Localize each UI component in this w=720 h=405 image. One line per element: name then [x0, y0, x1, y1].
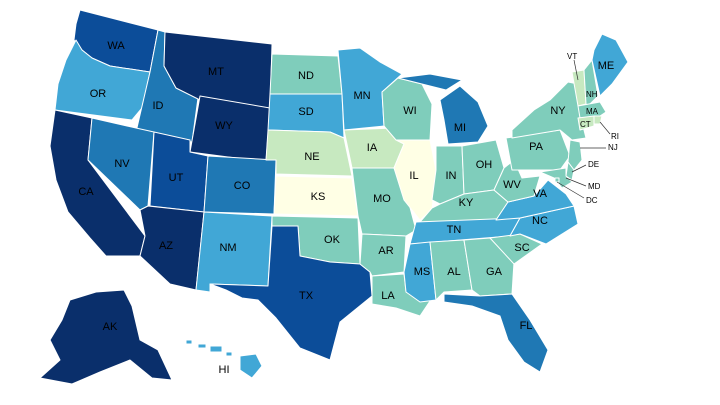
label-OR: OR [90, 88, 107, 100]
label-UT: UT [169, 172, 184, 184]
label-SC: SC [514, 242, 529, 254]
label-WA: WA [107, 40, 125, 52]
label-MT: MT [208, 66, 224, 78]
label-CA: CA [78, 186, 94, 198]
label-ID: ID [153, 100, 164, 112]
state-shapes [39, 9, 629, 385]
label-MS: MS [414, 266, 431, 278]
label-MD: MD [588, 182, 601, 191]
state-FL[interactable] [443, 293, 549, 373]
label-MI: MI [454, 122, 466, 134]
label-IA: IA [367, 142, 378, 154]
label-TX: TX [299, 290, 314, 302]
label-DC: DC [586, 196, 598, 205]
label-DE: DE [588, 160, 599, 169]
label-OK: OK [324, 234, 341, 246]
label-IN: IN [446, 170, 457, 182]
state-AK[interactable] [39, 289, 173, 385]
label-AK: AK [103, 321, 118, 333]
state-IL[interactable] [393, 139, 437, 221]
state-WV[interactable] [493, 159, 541, 203]
state-DC[interactable] [554, 177, 560, 183]
label-AZ: AZ [159, 240, 173, 252]
label-WV: WV [503, 179, 521, 191]
state-HI[interactable] [185, 339, 263, 379]
state-TX[interactable] [209, 225, 373, 361]
state-NJ[interactable] [567, 139, 583, 171]
leader-lines [556, 59, 611, 199]
label-HI: HI [219, 364, 230, 376]
label-ND: ND [298, 70, 314, 82]
label-NE: NE [304, 151, 319, 163]
label-MO: MO [373, 193, 391, 205]
label-WY: WY [215, 120, 233, 132]
leader-line-vt [573, 59, 579, 81]
label-GA: GA [486, 266, 503, 278]
label-VT: VT [567, 52, 577, 61]
label-NV: NV [114, 158, 130, 170]
label-NC: NC [532, 215, 548, 227]
leader-line-de [571, 164, 587, 173]
label-PA: PA [529, 141, 544, 153]
label-NM: NM [219, 242, 236, 254]
label-RI: RI [611, 132, 619, 141]
label-TN: TN [447, 224, 462, 236]
state-CT[interactable] [577, 115, 595, 131]
label-SD: SD [298, 106, 313, 118]
state-ME[interactable] [591, 33, 629, 97]
state-AL[interactable] [429, 239, 473, 301]
label-WI: WI [403, 105, 416, 117]
label-KY: KY [459, 197, 474, 209]
state-DE[interactable] [565, 161, 575, 181]
label-MN: MN [353, 90, 370, 102]
label-IL: IL [409, 170, 418, 182]
leader-line-dc [556, 181, 585, 199]
state-MA[interactable] [577, 101, 607, 119]
label-NH: NH [586, 90, 598, 99]
state-labels: WA OR CA ID NV MT WY UT AZ CO NM ND SD N… [78, 40, 619, 376]
label-OH: OH [476, 159, 493, 171]
label-VA: VA [533, 188, 548, 200]
label-AR: AR [378, 245, 393, 257]
label-MA: MA [586, 107, 599, 116]
label-NY: NY [550, 105, 566, 117]
label-AL: AL [447, 266, 460, 278]
label-CO: CO [234, 180, 251, 192]
label-LA: LA [381, 290, 395, 302]
leader-line-ri [599, 121, 611, 135]
label-FL: FL [520, 320, 533, 332]
label-CT: CT [580, 120, 591, 129]
label-KS: KS [311, 191, 326, 203]
state-NE[interactable] [265, 129, 353, 177]
label-NJ: NJ [608, 143, 618, 152]
state-MI[interactable] [397, 73, 489, 145]
label-ME: ME [598, 60, 615, 72]
state-NH[interactable] [583, 59, 599, 107]
leader-line-md [565, 177, 587, 187]
